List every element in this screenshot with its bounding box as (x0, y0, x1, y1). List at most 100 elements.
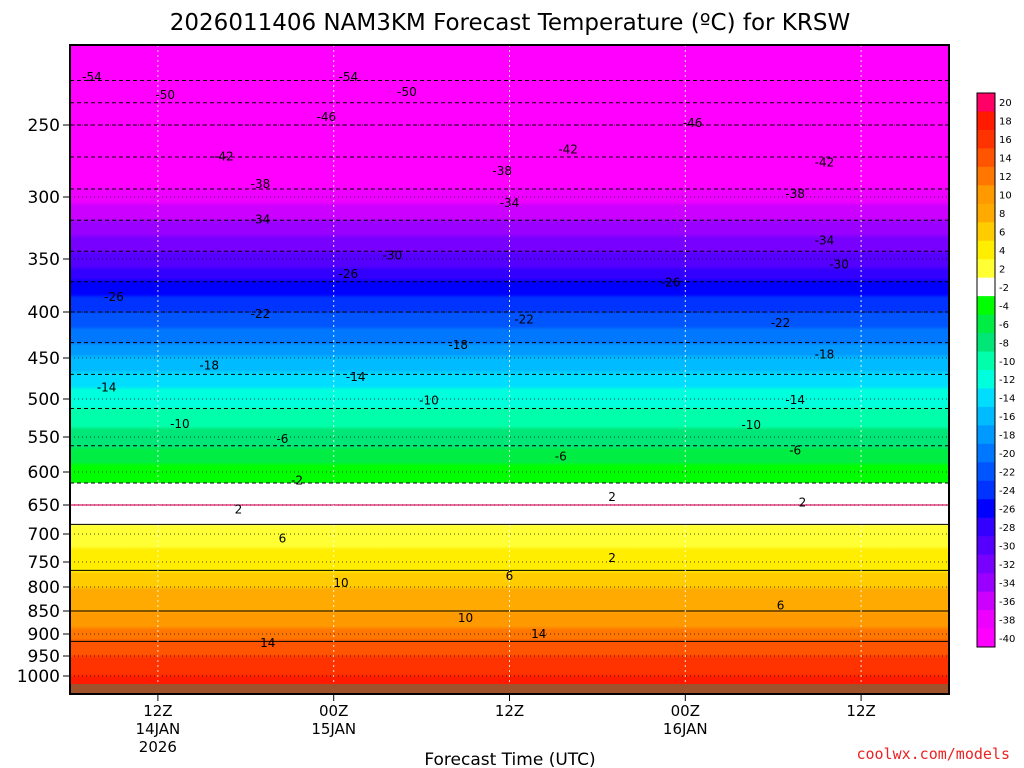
colorbar-label: 6 (999, 228, 1005, 239)
colorbar-swatch (977, 573, 995, 593)
contour-label: -50 (397, 85, 417, 99)
contour-label: -34 (500, 196, 520, 210)
colorbar-label: 12 (999, 172, 1012, 183)
colorbar-swatch (977, 406, 995, 426)
y-tick-label: 550 (28, 428, 60, 448)
freezing-level-band (70, 483, 949, 525)
colorbar-swatch (977, 277, 995, 297)
colorbar-label: -32 (999, 560, 1015, 571)
colorbar-label: 8 (999, 209, 1005, 220)
colorbar-label: -2 (999, 283, 1009, 294)
contour-label: -10 (170, 417, 190, 431)
x-tick-label: 12Z (495, 702, 524, 720)
colorbar-label: -24 (999, 486, 1015, 497)
colorbar-label: 16 (999, 135, 1012, 146)
contour-label: -6 (789, 443, 801, 457)
contour-label: -26 (661, 275, 681, 289)
y-tick-label: 1000 (17, 667, 60, 687)
colorbar-label: -18 (999, 431, 1015, 442)
colorbar-swatch (977, 480, 995, 500)
y-axis-pressure: 250 300 350 400 450 500 550 600 650 700 750 800 850 9… (17, 116, 70, 687)
colorbar-swatch (977, 536, 995, 556)
colorbar-swatch (977, 93, 995, 112)
colorbar-label: -20 (999, 449, 1015, 460)
x-tick-label: 14JAN (136, 720, 181, 738)
colorbar-frame (976, 92, 996, 648)
colorbar-label: -34 (999, 578, 1015, 589)
contour-label: 2 (235, 503, 243, 517)
contour-label: 2 (799, 495, 807, 509)
x-tick-label: 12Z (846, 702, 875, 720)
colorbar-label: -40 (999, 634, 1015, 645)
colorbar-swatch (977, 443, 995, 463)
colorbar-swatch (977, 499, 995, 519)
colorbar-label: 18 (999, 117, 1012, 128)
y-tick-label: 400 (28, 303, 60, 323)
contour-label: -2 (291, 474, 303, 488)
colorbar-label: 4 (999, 246, 1005, 257)
contour-label: -42 (214, 150, 234, 164)
colorbar-swatch (977, 517, 995, 537)
colorbar-swatch (977, 628, 995, 648)
y-tick-label: 350 (28, 250, 60, 270)
contour-label: -34 (251, 212, 271, 226)
contour-label: -22 (251, 307, 271, 321)
contour-label: -42 (815, 155, 835, 169)
contour-label: 2 (608, 551, 616, 565)
colorbar-label: -28 (999, 523, 1015, 534)
y-tick-label: 250 (28, 116, 60, 136)
colorbar-label: -10 (999, 357, 1015, 368)
y-tick-label: 750 (28, 553, 60, 573)
contour-label: 6 (279, 531, 287, 545)
x-tick-label: 2026 (139, 738, 177, 756)
contour-label: 10 (458, 611, 473, 625)
colorbar-swatch (977, 296, 995, 316)
contour-label: -6 (276, 432, 288, 446)
x-axis-label: Forecast Time (UTC) (424, 750, 595, 768)
x-tick-label: 00Z (319, 702, 348, 720)
contour-label: -10 (741, 418, 761, 432)
colorbar-swatch (977, 148, 995, 168)
colorbar-swatch (977, 610, 995, 630)
colorbar-label: -26 (999, 505, 1015, 516)
y-tick-label: 300 (28, 188, 60, 208)
y-tick-label: 650 (28, 496, 60, 516)
contour-label: -30 (382, 248, 402, 262)
colorbar-label: -4 (999, 301, 1009, 312)
contour-label: 14 (260, 636, 275, 650)
contour-label: -26 (339, 267, 359, 281)
colorbar-swatch (977, 591, 995, 611)
colorbar-swatch (977, 554, 995, 574)
colorbar-swatch (977, 185, 995, 205)
x-tick-label: 16JAN (663, 720, 708, 738)
colorbar-label: -6 (999, 320, 1009, 331)
ground-terrain (70, 684, 949, 694)
colorbar-label: -30 (999, 541, 1015, 552)
contour-label: -18 (448, 338, 468, 352)
colorbar-label: 10 (999, 191, 1012, 202)
colorbar-swatch (977, 333, 995, 353)
colorbar-label: -14 (999, 394, 1015, 405)
contour-labels: -54 -54 -50 -50 -46 -46 -42 -42 -42 -38 -38 -38 -34 -… (82, 70, 849, 650)
contour-label: 10 (333, 576, 348, 590)
contour-label: -22 (514, 312, 534, 326)
contour-label: 2 (608, 490, 616, 504)
y-tick-label: 500 (28, 390, 60, 410)
colorbar-swatch (977, 425, 995, 445)
contour-label: -46 (683, 116, 703, 130)
contour-label: 6 (506, 569, 514, 583)
contour-label: -6 (555, 450, 567, 464)
y-tick-label: 950 (28, 647, 60, 667)
colorbar-swatch (977, 259, 995, 279)
credit-text: coolwx.com/models (856, 745, 1010, 763)
contour-label: -10 (419, 394, 439, 408)
contour-label: -38 (785, 187, 805, 201)
contour-label: -18 (815, 347, 835, 361)
contour-label: -18 (199, 358, 219, 372)
x-tick-label: 12Z (143, 702, 172, 720)
contour-label: -34 (815, 233, 835, 247)
colorbar-label: -36 (999, 597, 1015, 608)
contour-label: -50 (155, 88, 175, 102)
contour-label: -54 (82, 70, 102, 84)
